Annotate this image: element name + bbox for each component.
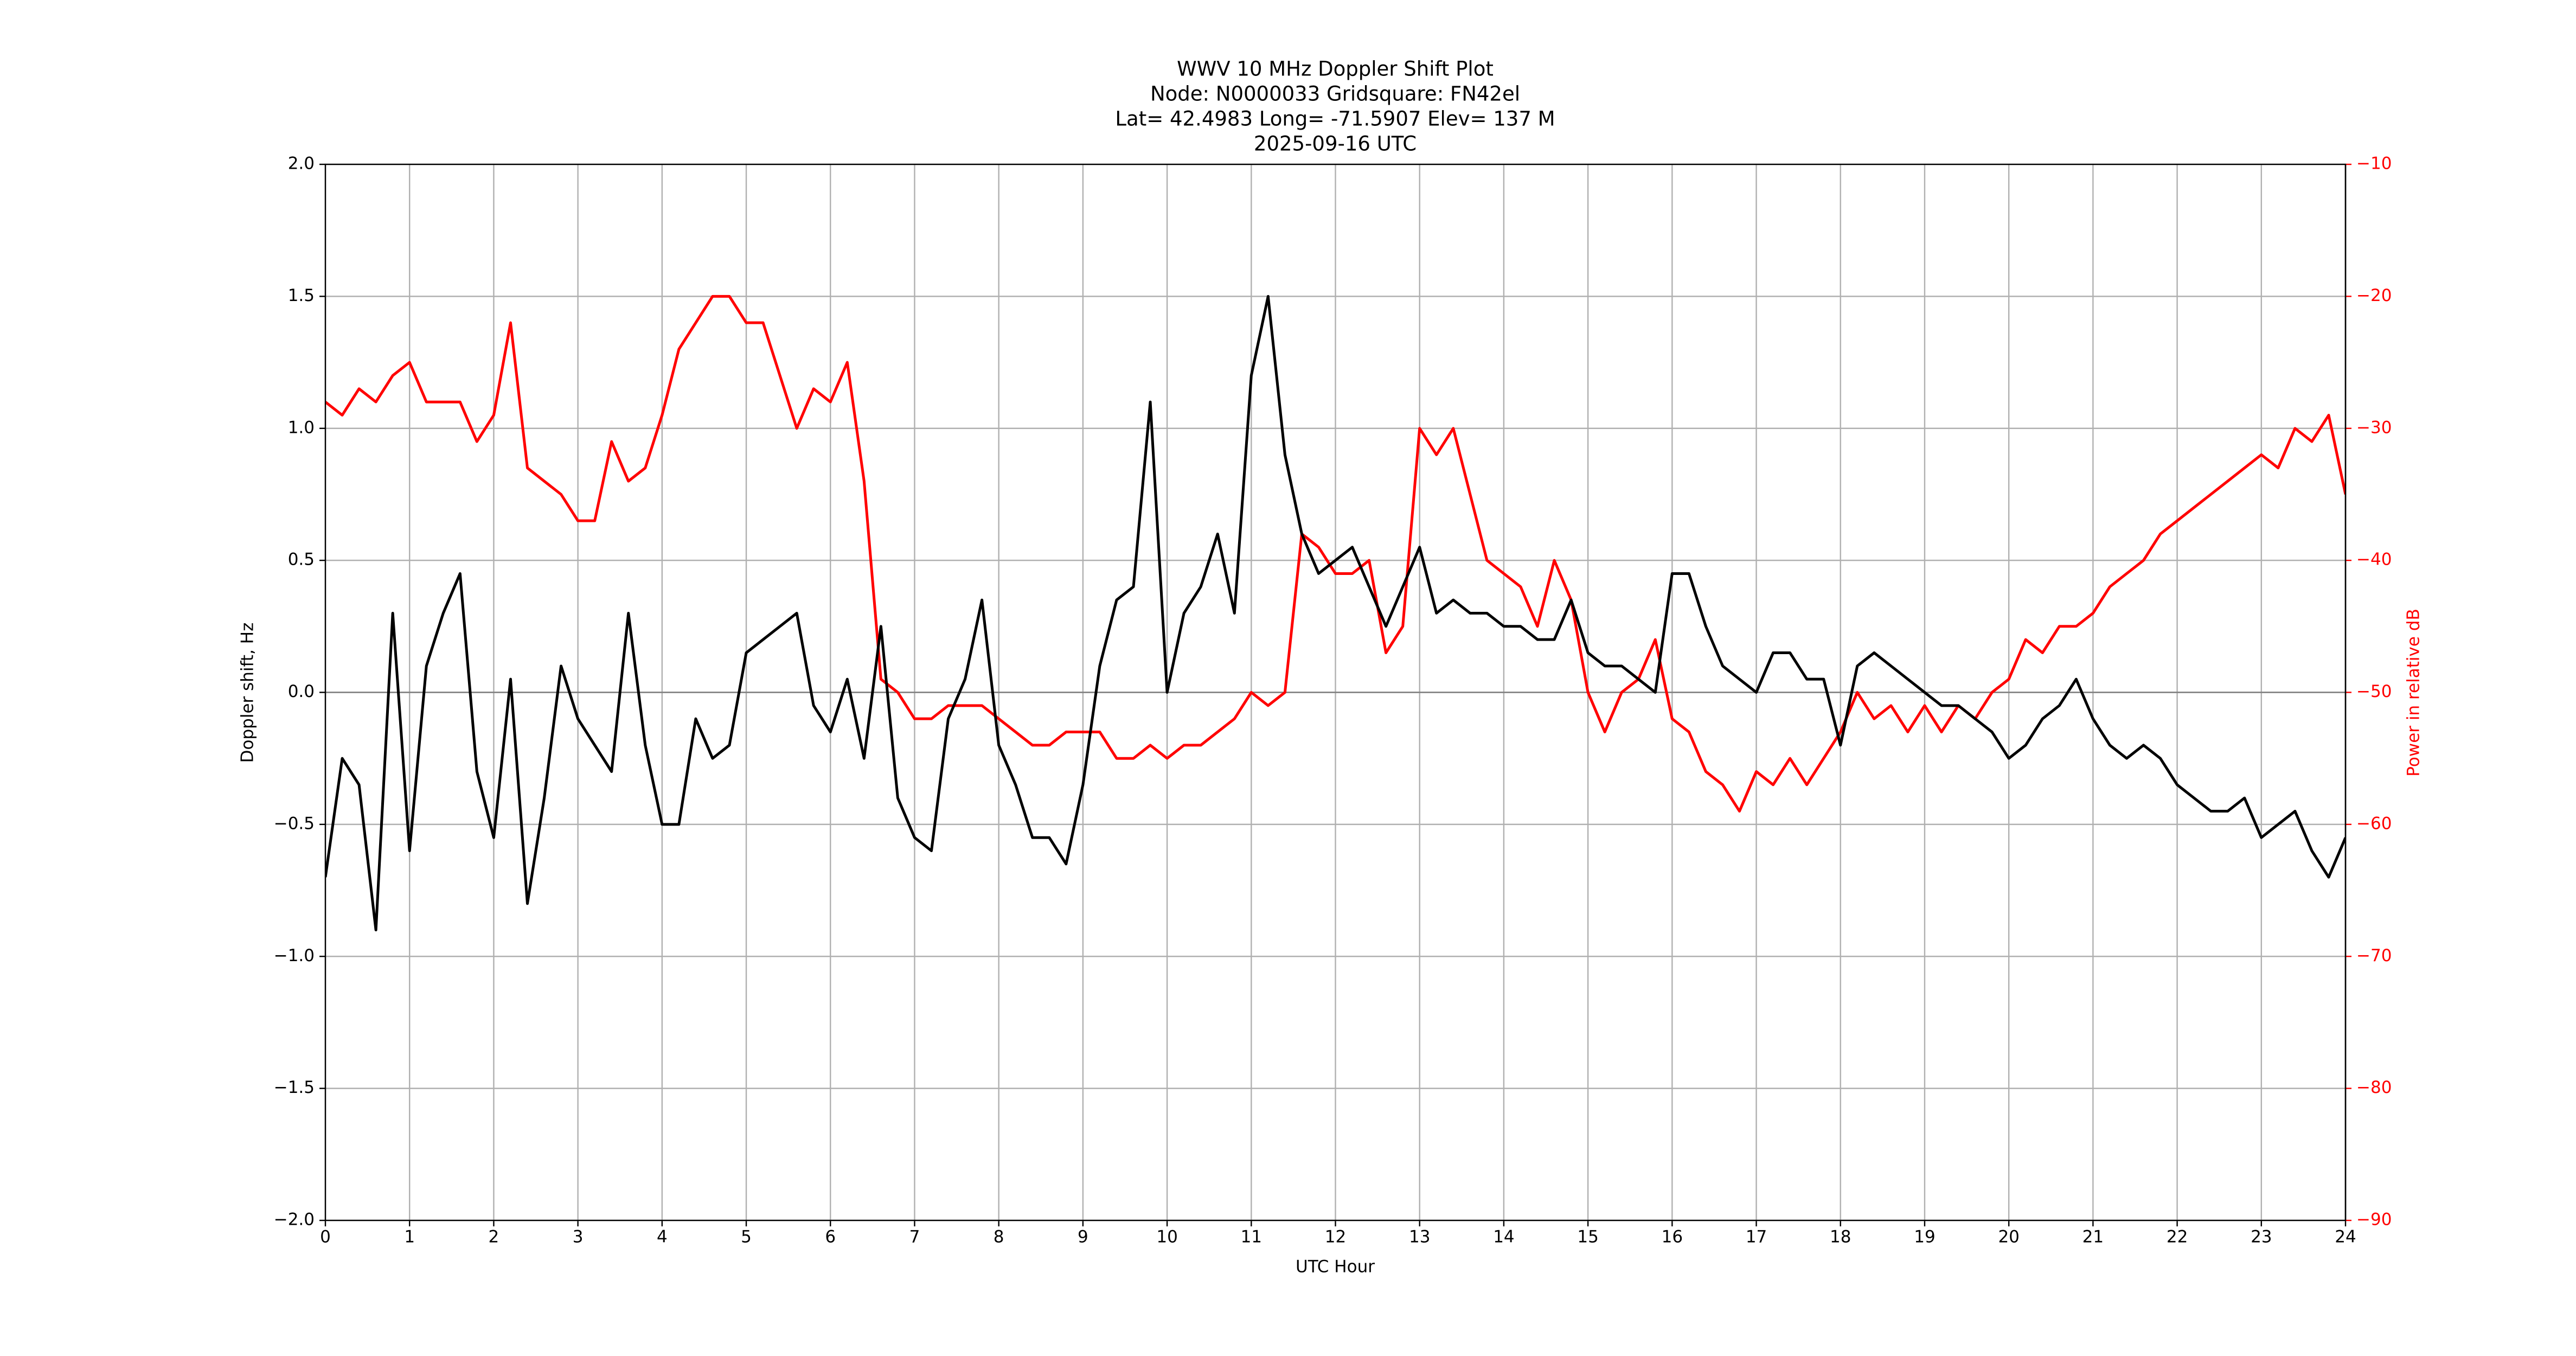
x-tick-label: 18 xyxy=(1830,1227,1851,1247)
x-tick-label: 7 xyxy=(909,1227,920,1247)
x-tick-label: 0 xyxy=(320,1227,331,1247)
y-tick-label: 1.0 xyxy=(288,418,315,437)
x-tick-label: 2 xyxy=(489,1227,499,1247)
x-tick-label: 8 xyxy=(994,1227,1004,1247)
x-tick-label: 21 xyxy=(2082,1227,2104,1247)
chart-subtitle: 2025-09-16 UTC xyxy=(1254,132,1417,156)
data-line xyxy=(325,295,2346,813)
y-tick-label: −0.5 xyxy=(274,814,315,833)
y-tick-label: −2.0 xyxy=(274,1210,315,1230)
y-tick-label: −1.5 xyxy=(274,1078,315,1097)
y-tick-label: 2.0 xyxy=(288,154,315,174)
y2-tick-label: −60 xyxy=(2356,814,2392,833)
y-tick-label: 0.5 xyxy=(288,550,315,570)
x-tick-label: 13 xyxy=(1409,1227,1430,1247)
chart-subtitle: Node: N0000033 Gridsquare: FN42el xyxy=(1150,82,1520,106)
y-tick-label: 1.5 xyxy=(288,286,315,305)
y2-tick-label: −30 xyxy=(2356,418,2392,437)
y2-tick-label: −70 xyxy=(2356,946,2392,965)
x-tick-label: 10 xyxy=(1156,1227,1177,1247)
x-tick-label: 11 xyxy=(1241,1227,1262,1247)
x-tick-label: 23 xyxy=(2251,1227,2272,1247)
data-line xyxy=(325,295,2346,932)
y2-tick-label: −50 xyxy=(2356,682,2392,701)
y2-tick-label: −10 xyxy=(2356,154,2392,174)
y-tick-label: −1.0 xyxy=(274,946,315,965)
chart-title: WWV 10 MHz Doppler Shift Plot xyxy=(1177,57,1494,81)
chart-subtitle: Lat= 42.4983 Long= -71.5907 Elev= 137 M xyxy=(1115,107,1555,131)
x-tick-label: 4 xyxy=(657,1227,668,1247)
x-tick-label: 19 xyxy=(1914,1227,1935,1247)
y2-tick-label: −40 xyxy=(2356,550,2392,570)
y2-tick-label: −20 xyxy=(2356,286,2392,305)
x-tick-label: 15 xyxy=(1577,1227,1598,1247)
x-tick-label: 22 xyxy=(2167,1227,2188,1247)
x-tick-label: 24 xyxy=(2335,1227,2356,1247)
x-tick-label: 9 xyxy=(1078,1227,1088,1247)
x-tick-label: 12 xyxy=(1325,1227,1346,1247)
x-tick-label: 6 xyxy=(825,1227,836,1247)
y-tick-label: 0.0 xyxy=(288,682,315,701)
y2-tick-label: −90 xyxy=(2356,1210,2392,1230)
y2-tick-label: −80 xyxy=(2356,1078,2392,1097)
x-tick-label: 3 xyxy=(573,1227,584,1247)
x-tick-label: 14 xyxy=(1493,1227,1514,1247)
y2-axis-label: Power in relative dB xyxy=(2404,609,2424,776)
x-tick-label: 16 xyxy=(1662,1227,1683,1247)
x-tick-label: 20 xyxy=(1998,1227,2019,1247)
x-tick-label: 17 xyxy=(1746,1227,1767,1247)
x-tick-label: 1 xyxy=(404,1227,415,1247)
x-axis-label: UTC Hour xyxy=(1296,1257,1375,1277)
y-axis-label: Doppler shift, Hz xyxy=(238,623,258,763)
x-tick-label: 5 xyxy=(741,1227,752,1247)
